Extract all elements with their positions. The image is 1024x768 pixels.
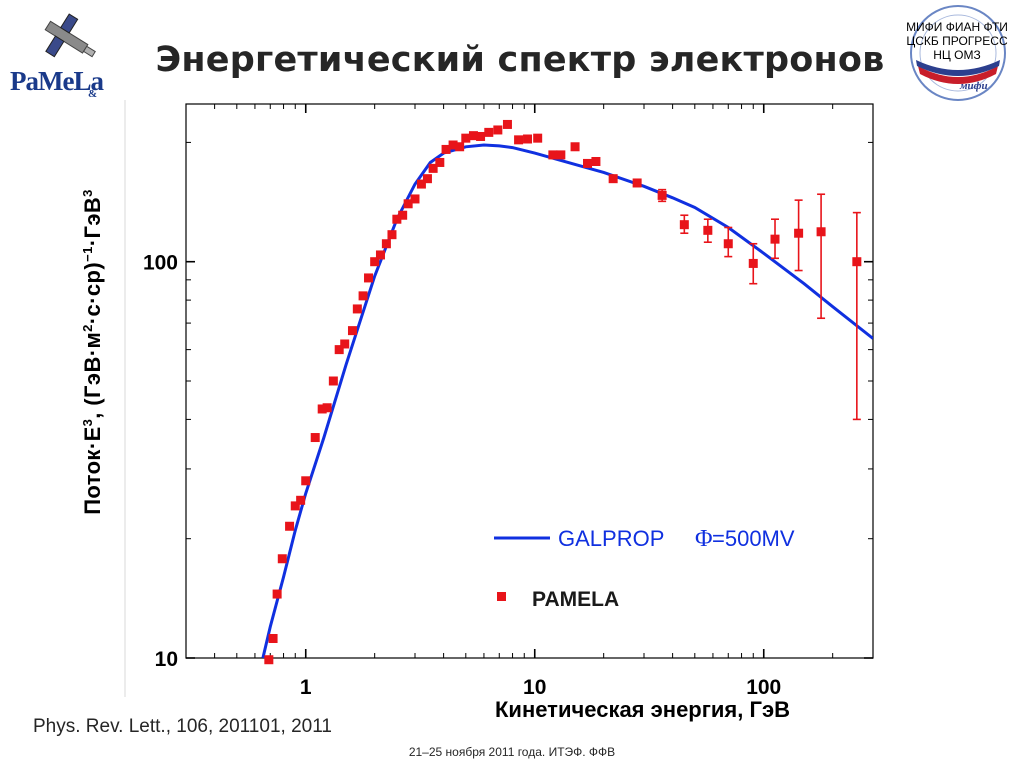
pamela-point bbox=[290, 501, 300, 511]
pamela-point bbox=[347, 326, 357, 336]
pamela-point bbox=[317, 404, 327, 414]
y-axis-title: Поток·E3, (ГэВ·м2·с·ср)−1·ГэВ3 bbox=[79, 189, 106, 515]
pamela-point bbox=[422, 174, 432, 184]
pamela-point bbox=[556, 150, 566, 160]
pamela-point bbox=[591, 156, 601, 166]
pamela-point bbox=[410, 194, 420, 204]
pamela-point bbox=[679, 220, 689, 230]
pamela-point bbox=[770, 234, 780, 244]
pamela-point bbox=[272, 589, 282, 599]
consortium-line-1: МИФИ ФИАН ФТИ bbox=[906, 20, 1008, 34]
pamela-point bbox=[328, 376, 338, 386]
consortium-logo: МИФИ ФИАН ФТИ ЦСКБ ПРОГРЕСС НЦ ОМЗ мифи bbox=[892, 2, 1022, 104]
plot-frame bbox=[185, 103, 874, 659]
x-axis-title: Кинетическая энергия, ГэВ bbox=[495, 697, 791, 722]
pamela-point bbox=[358, 291, 368, 301]
pamela-point bbox=[748, 258, 758, 268]
consortium-line-3: НЦ ОМЗ bbox=[933, 48, 981, 62]
consortium-logo-text: МИФИ ФИАН ФТИ ЦСКБ ПРОГРЕСС НЦ ОМЗ bbox=[892, 20, 1022, 62]
consortium-line-2: ЦСКБ ПРОГРЕСС bbox=[906, 34, 1008, 48]
pamela-point bbox=[583, 158, 593, 168]
pamela-point bbox=[416, 179, 426, 189]
pamela-point bbox=[435, 157, 445, 167]
pamela-point bbox=[493, 125, 503, 135]
pamela-point bbox=[476, 131, 486, 141]
pamela-point bbox=[448, 140, 458, 150]
pamela-point bbox=[608, 174, 618, 184]
pamela-point bbox=[387, 230, 397, 240]
pamela-logo-amp: & bbox=[88, 88, 98, 100]
legend-pamela-swatch bbox=[497, 592, 506, 601]
pamela-point bbox=[852, 257, 862, 267]
satellite-icon bbox=[44, 13, 96, 58]
citation-text: Phys. Rev. Lett., 106, 201101, 2011 bbox=[33, 716, 332, 737]
x-tick-label: 10 bbox=[523, 676, 546, 699]
pamela-logo-text: PaMeLa bbox=[10, 66, 104, 96]
pamela-point bbox=[375, 250, 385, 260]
legend-galprop-label: GALPROP bbox=[558, 526, 664, 551]
pamela-point bbox=[310, 433, 320, 443]
pamela-point bbox=[468, 131, 478, 141]
y-tick-label: 100 bbox=[143, 252, 178, 275]
pamela-point bbox=[296, 495, 306, 505]
pamela-point bbox=[570, 142, 580, 152]
consortium-seal-icon bbox=[910, 5, 1006, 101]
pamela-point bbox=[392, 214, 402, 224]
pamela-point bbox=[461, 133, 471, 143]
pamela-point bbox=[334, 345, 344, 355]
pamela-point bbox=[455, 142, 465, 152]
pamela-point bbox=[523, 134, 533, 144]
pamela-point bbox=[268, 633, 278, 643]
pamela-point bbox=[514, 135, 524, 145]
x-tick-label: 1 bbox=[300, 676, 312, 699]
x-tick-label: 100 bbox=[746, 676, 781, 699]
pamela-point bbox=[657, 190, 667, 200]
pamela-point bbox=[352, 304, 362, 314]
pamela-point bbox=[322, 403, 332, 413]
pamela-point bbox=[340, 339, 350, 349]
slide-title: Энергетический спектр электронов bbox=[155, 40, 885, 80]
pamela-point bbox=[370, 257, 380, 267]
y-tick-label: 10 bbox=[155, 648, 178, 671]
pamela-point bbox=[632, 178, 642, 188]
legend-phi-value: =500MV bbox=[712, 526, 795, 551]
pamela-point bbox=[403, 199, 413, 209]
pamela-point bbox=[428, 163, 438, 173]
pamela-point bbox=[703, 225, 713, 235]
pamela-point bbox=[723, 239, 733, 249]
pamela-point bbox=[502, 119, 512, 129]
pamela-point bbox=[364, 273, 374, 283]
pamela-point bbox=[441, 144, 451, 154]
pamela-point bbox=[301, 476, 311, 486]
consortium-seal-text: мифи bbox=[960, 80, 988, 92]
pamela-point bbox=[794, 228, 804, 238]
pamela-point bbox=[533, 133, 543, 143]
legend-pamela-label: PAMELA bbox=[532, 588, 619, 611]
pamela-point bbox=[285, 521, 295, 531]
pamela-logo: PaMeLa & bbox=[4, 8, 128, 100]
pamela-point bbox=[264, 655, 274, 665]
pamela-point bbox=[277, 554, 287, 564]
legend-phi-symbol: Φ bbox=[695, 526, 713, 552]
footer-text: 21–25 ноября 2011 года. ИТЭФ. ФФВ bbox=[408, 745, 616, 759]
pamela-point bbox=[816, 227, 826, 237]
pamela-point bbox=[548, 150, 558, 160]
pamela-point bbox=[381, 239, 391, 249]
pamela-point bbox=[484, 127, 494, 137]
galprop-curve bbox=[261, 143, 873, 658]
pamela-point bbox=[398, 210, 408, 220]
